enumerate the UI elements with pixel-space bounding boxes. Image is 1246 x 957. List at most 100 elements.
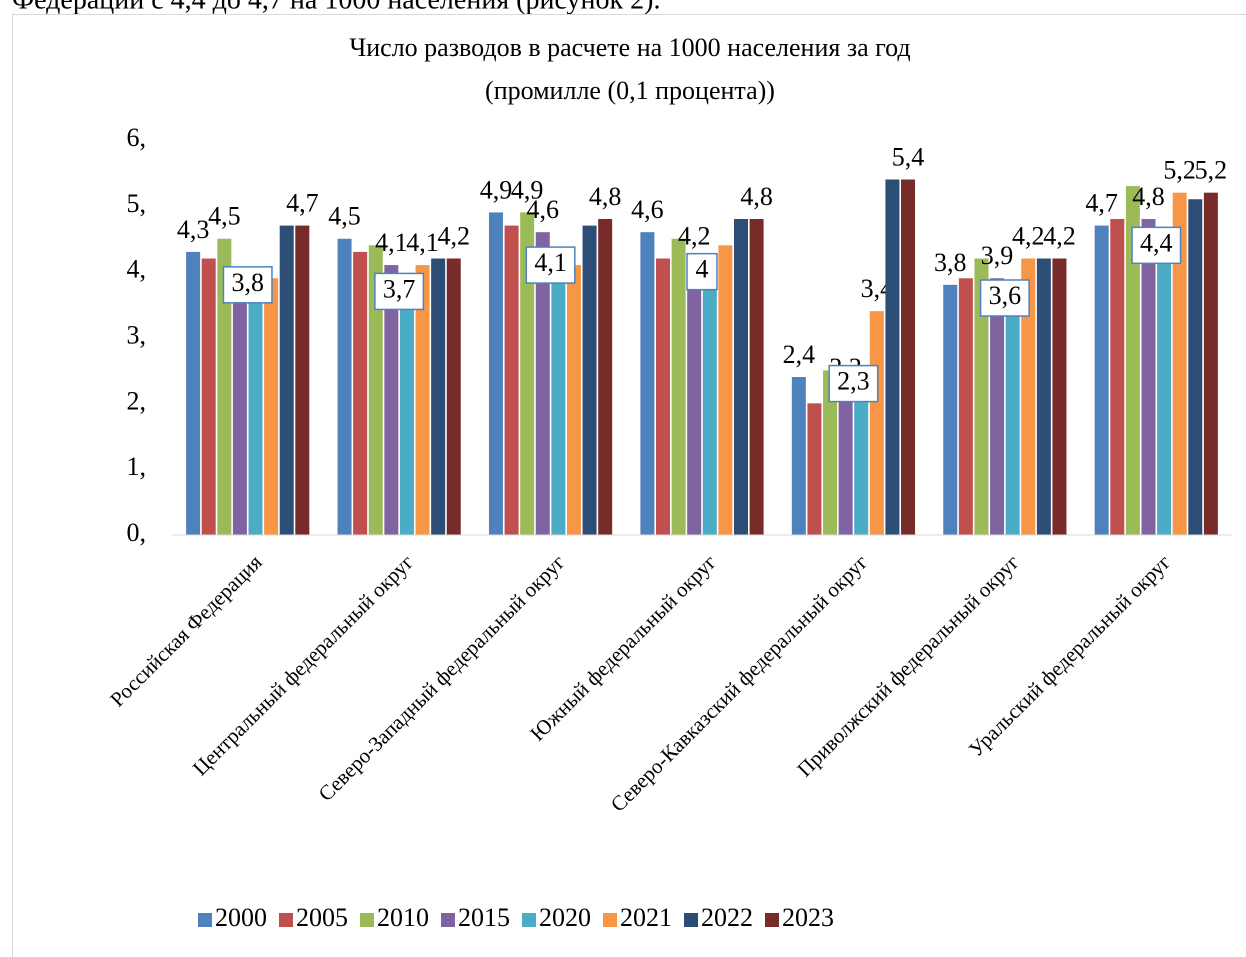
data-label-box	[828, 364, 879, 403]
data-label: 4,2	[1043, 221, 1076, 250]
data-label: 5,2	[1195, 156, 1228, 185]
y-tick-label: 6,	[127, 123, 147, 152]
bar	[901, 179, 916, 535]
data-label: 3,6	[989, 281, 1022, 310]
bar	[1021, 258, 1036, 535]
data-label-box	[525, 246, 576, 284]
bar	[749, 219, 764, 535]
bar	[1094, 225, 1109, 536]
bar	[431, 258, 446, 535]
data-label: 4,1	[534, 248, 567, 277]
chart-subtitle: (промилле (0,1 процента))	[485, 76, 775, 105]
legend-label: 2010	[377, 903, 429, 932]
data-label: 2,4	[783, 340, 816, 369]
bar	[504, 225, 519, 536]
bar	[488, 212, 503, 535]
bar	[582, 225, 597, 536]
bar	[566, 265, 581, 535]
data-label-box	[979, 279, 1030, 317]
page-text: Федерации с 4,4 до 4,7 на 1000 населения…	[12, 0, 660, 15]
bar	[990, 278, 1005, 535]
data-label: 4	[696, 255, 709, 284]
data-label: 4,4	[1140, 228, 1173, 257]
data-label: 4,9	[511, 175, 544, 204]
bar	[1172, 192, 1187, 535]
bar	[384, 265, 399, 535]
bar	[1052, 258, 1067, 535]
data-label: 4,6	[527, 195, 560, 224]
data-label: 5,2	[1163, 156, 1196, 185]
data-label: 4,2	[1012, 221, 1045, 250]
bar	[415, 265, 430, 535]
x-tick-label: Северо-Кавказский федеральный округ	[606, 550, 873, 817]
bar	[807, 403, 822, 535]
data-label: 4,5	[208, 202, 241, 231]
bar	[823, 370, 838, 535]
data-label: 3,8	[231, 268, 264, 297]
data-label: 4,8	[740, 182, 773, 211]
bar	[353, 251, 368, 535]
bar	[186, 251, 201, 535]
bar	[718, 245, 733, 536]
y-tick-label: 4,	[127, 255, 147, 284]
legend-label: 2023	[782, 903, 834, 932]
data-label: 4,5	[328, 202, 361, 231]
bar	[702, 271, 717, 535]
bar	[598, 219, 613, 535]
bar	[869, 311, 884, 535]
bar	[279, 225, 294, 536]
bar	[399, 291, 414, 535]
bar	[1125, 186, 1140, 536]
chart-title: Число разводов в расчете на 1000 населен…	[349, 33, 910, 62]
bar	[974, 258, 989, 535]
legend-swatch	[279, 913, 293, 927]
bar	[1005, 298, 1020, 535]
bar	[232, 278, 247, 535]
x-tick-label: Российская Федерация	[105, 550, 267, 712]
data-label: 4,7	[286, 189, 319, 218]
bar	[656, 258, 670, 535]
legend-label: 2005	[296, 903, 348, 932]
legend-swatch	[522, 913, 536, 927]
bar	[687, 258, 702, 535]
bar	[201, 258, 216, 535]
bar	[671, 238, 686, 535]
chart-border	[12, 14, 1246, 957]
data-label: 3,8	[934, 248, 967, 277]
y-tick-label: 5,	[127, 189, 147, 218]
legend-label: 2020	[539, 903, 591, 932]
data-label: 4,1	[406, 228, 439, 257]
bar	[734, 219, 748, 535]
bar	[535, 232, 550, 535]
bar	[264, 278, 279, 535]
legend-label: 2000	[215, 903, 267, 932]
legend-swatch	[360, 913, 374, 927]
legend-label: 2022	[701, 903, 753, 932]
bar	[1141, 219, 1156, 535]
bar	[1036, 258, 1051, 535]
data-label: 4,8	[589, 182, 622, 211]
y-tick-label: 0,	[127, 518, 147, 547]
bar	[943, 284, 958, 535]
bar	[1203, 192, 1218, 535]
data-label-box	[374, 272, 425, 311]
bar	[854, 383, 869, 535]
data-label: 2,3	[837, 367, 870, 396]
y-tick-label: 1,	[127, 452, 147, 481]
bar	[520, 212, 535, 535]
legend-label: 2021	[620, 903, 672, 932]
data-label: 5,4	[892, 142, 925, 171]
data-label: 4,3	[177, 215, 210, 244]
data-label: 4,9	[480, 175, 513, 204]
data-label: 4,1	[375, 228, 408, 257]
legend-swatch	[684, 913, 698, 927]
bar	[1188, 199, 1203, 535]
bar	[838, 390, 853, 535]
bar	[295, 225, 310, 536]
data-label: 4,8	[1132, 182, 1165, 211]
bar	[640, 232, 655, 535]
data-label-box	[222, 266, 273, 304]
x-tick-label: Северо-Западный федеральный округ	[314, 550, 570, 806]
